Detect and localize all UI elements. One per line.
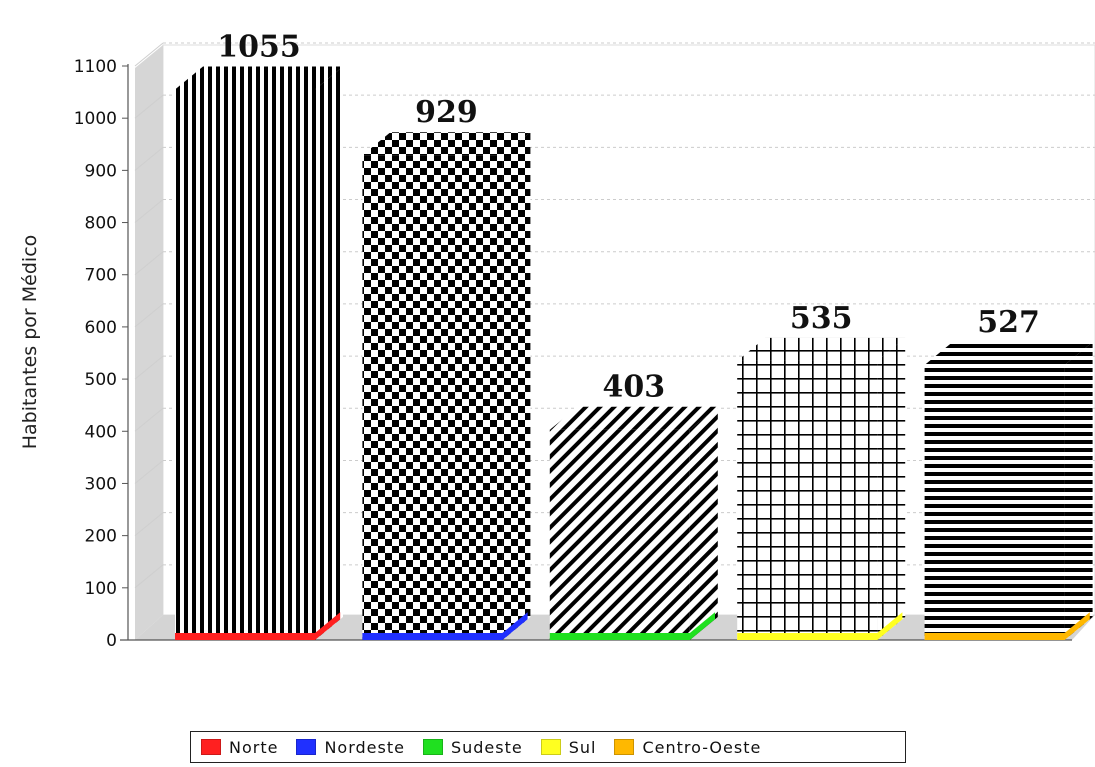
bar-front-face [549, 429, 690, 640]
legend-label: Sudeste [450, 737, 523, 757]
y-axis-ticks: 0 100 200 300 400 500 600 700 800 900 1000 1100 [74, 57, 128, 651]
bar-top-face [737, 337, 906, 361]
bar-nordeste [362, 132, 531, 641]
bar-sudeste [549, 406, 718, 640]
bar-centro-oeste [924, 342, 1093, 640]
grid-line-depth [134, 460, 164, 484]
y-tick-label: 500 [85, 370, 117, 390]
grid-line-depth [134, 303, 164, 328]
plot-side-wall [135, 45, 163, 640]
grid-line-depth [134, 94, 164, 119]
y-tick-label: 0 [106, 631, 117, 651]
bar-side-face [315, 66, 343, 641]
legend-swatch [201, 739, 221, 755]
bar-base-strip [924, 612, 1090, 640]
legend-item: Sudeste [422, 737, 523, 757]
chart-plot: 0 100 200 300 400 500 600 700 800 900 1000 1100 105… [19, 29, 1095, 651]
bar-side-face [877, 337, 906, 640]
grid-line-depth [134, 146, 164, 171]
bar-base-strip [737, 612, 903, 640]
bar-chart: 0 100 200 300 400 500 600 700 800 900 1000 1100 105… [19, 29, 1095, 651]
bar-top-face [362, 132, 531, 156]
bar-front-face [737, 360, 878, 640]
y-tick-label: 900 [85, 161, 117, 181]
data-label: 527 [977, 305, 1040, 340]
y-tick-label: 1100 [74, 57, 117, 77]
grid-line-depth [134, 42, 164, 67]
legend-item: Norte [201, 738, 278, 757]
grid-line-depth [134, 251, 164, 276]
grid-line-depth [134, 355, 164, 380]
y-tick-label: 800 [85, 214, 117, 234]
legend-label: Nordeste [324, 737, 405, 757]
bar-base-strip [549, 612, 715, 640]
bar-top-face [549, 406, 718, 430]
legend-item: Nordeste [296, 738, 405, 757]
y-tick-label: 1000 [74, 109, 117, 129]
y-tick-label: 300 [85, 474, 117, 494]
y-tick-label: 600 [85, 318, 117, 338]
y-tick-label: 200 [85, 527, 117, 547]
bar-front-face [924, 365, 1065, 640]
grid-line-depth [134, 564, 164, 589]
bar-side-face [1064, 342, 1093, 640]
y-tick-label: 700 [85, 266, 117, 286]
bar-front-face [362, 155, 503, 641]
bar-base-strip [362, 612, 528, 640]
bar-front-face [175, 89, 315, 641]
legend-item: Centro-Oeste [614, 738, 761, 757]
y-axis-label: Habitantes por Médico [19, 235, 41, 450]
data-label: 929 [415, 95, 478, 130]
legend-label: Centro-Oeste [642, 737, 762, 757]
legend-item: Sul [540, 737, 597, 757]
bar-norte [175, 66, 343, 641]
bar-side-face [689, 406, 718, 640]
data-labels: 1055 929 403 535 527 [217, 29, 1040, 404]
legend-label: Sul [568, 737, 597, 757]
y-tick-label: 100 [85, 579, 117, 599]
bar-top-face [175, 66, 343, 90]
grid-line-depth [134, 512, 164, 537]
data-label: 403 [602, 370, 665, 405]
legend-swatch [296, 739, 317, 755]
grid-line-depth [134, 199, 164, 223]
legend-swatch [422, 739, 443, 755]
data-label: 535 [790, 301, 853, 336]
bar-base-strip [175, 612, 341, 640]
legend-swatch [614, 739, 635, 755]
bars [175, 66, 1093, 641]
legend-swatch [540, 739, 561, 755]
bar-top-face [924, 342, 1093, 366]
chart-legend: Norte Nordeste Sudeste Sul Centro-Oeste [190, 731, 906, 763]
grid-line-depth [134, 407, 164, 432]
bar-side-face [502, 132, 531, 641]
bar-sul [737, 337, 906, 640]
data-label: 1055 [217, 29, 301, 64]
legend-label: Norte [229, 737, 279, 757]
y-tick-label: 400 [85, 422, 117, 442]
